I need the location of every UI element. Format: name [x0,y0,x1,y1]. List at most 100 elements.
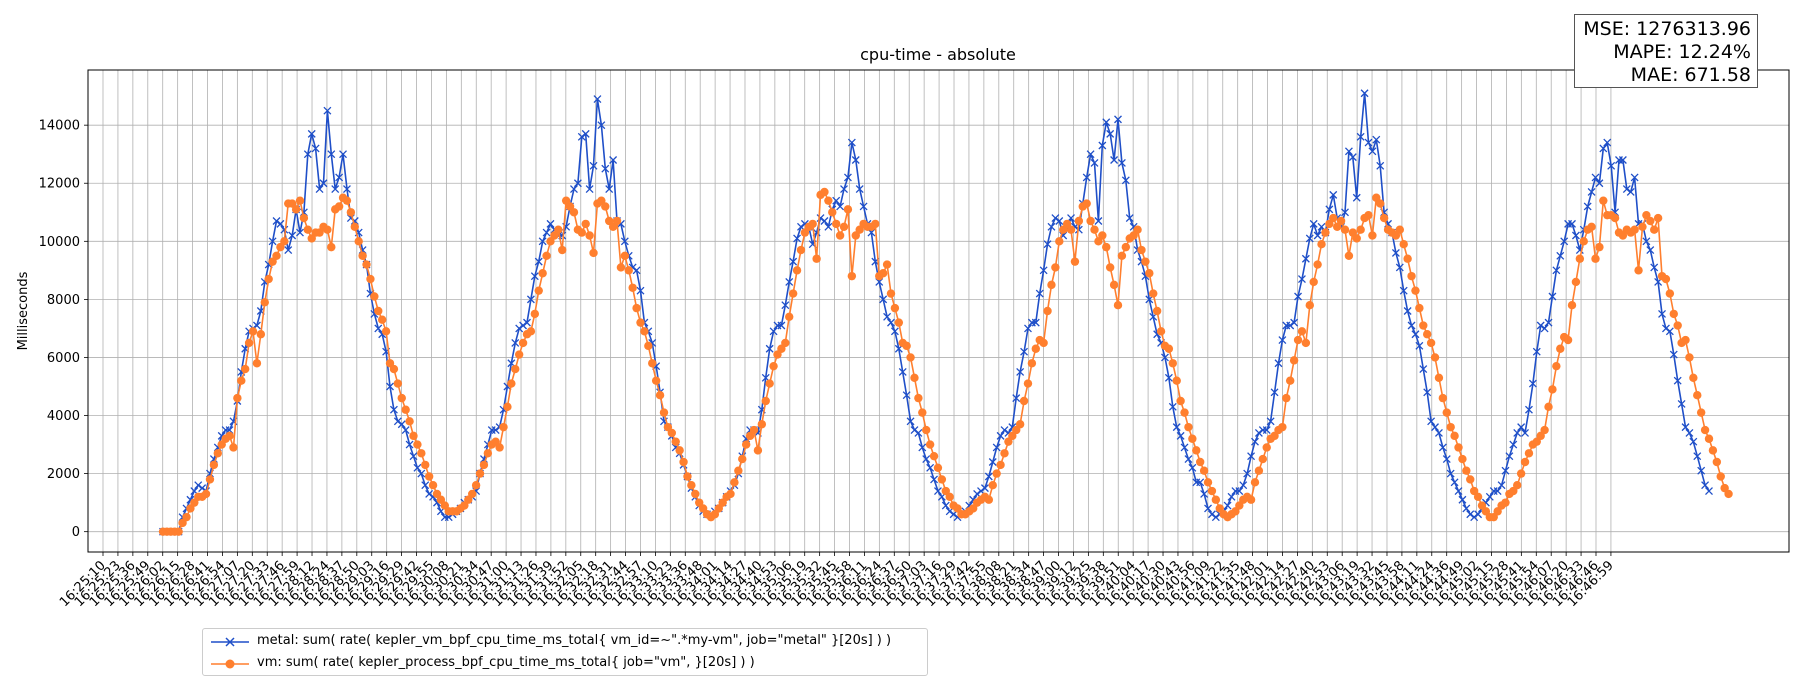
data-point [1544,318,1553,327]
data-point [683,472,692,481]
data-point [824,196,833,205]
data-point [1556,251,1565,260]
data-point [397,393,406,403]
data-point [1575,254,1585,263]
data-point [1395,263,1404,272]
data-point [1031,318,1040,327]
data-point [327,242,336,252]
data-point [1098,141,1107,150]
data-point [914,393,923,403]
data-point [1168,402,1177,411]
data-point [1082,199,1091,208]
data-point [1336,216,1346,226]
data-point [1646,216,1655,226]
data-point [1446,469,1455,478]
data-point [534,257,543,266]
data-point [409,431,418,441]
data-point [1697,466,1706,475]
data-point [374,324,383,333]
data-point [1474,510,1483,519]
data-point [1360,89,1369,98]
y-tick-label: 8000 [47,293,80,308]
data-point [1141,257,1150,266]
data-point [237,376,246,385]
data-point [777,321,786,330]
mape-value: MAPE: 12.24% [1613,41,1751,63]
data-point [174,527,183,536]
data-point [335,173,344,182]
legend-label-metal: metal: sum( rate( kepler_vm_bpf_cpu_time… [257,633,892,648]
data-point [538,237,547,246]
data-point [182,512,191,522]
data-point [675,446,684,455]
data-point [847,138,856,147]
data-point [1121,242,1131,252]
data-point [1090,158,1099,167]
data-point [296,228,304,237]
data-point [781,338,790,348]
data-point [1473,492,1483,502]
data-point [620,251,630,261]
data-point [209,460,219,470]
data-point [1180,408,1189,417]
data-point [1012,394,1021,403]
data-point [1626,187,1635,196]
data-point [996,460,1005,470]
data-point [914,428,923,437]
data-point [769,361,778,371]
data-point [1689,373,1698,382]
data-point [1290,318,1299,327]
y-tick-label: 4000 [47,409,80,424]
data-point [1105,263,1115,272]
data-point [1188,463,1197,472]
data-point [519,321,528,330]
data-point [597,121,606,130]
data-point [1043,240,1052,249]
data-point [1321,228,1330,237]
data-point [741,440,751,449]
data-point [1540,425,1549,435]
data-point [644,341,653,351]
data-point [918,408,927,417]
data-point [1591,173,1600,182]
data-point [307,129,316,138]
data-point [1344,147,1353,156]
data-point [1348,153,1357,162]
data-point [233,393,242,403]
data-point [1313,231,1322,240]
data-point [1313,260,1322,269]
data-point [1113,300,1123,310]
data-point [1109,280,1119,290]
data-point [1485,492,1494,501]
data-point [530,272,539,281]
data-point [276,219,285,228]
data-point [1051,214,1060,223]
data-point [381,327,391,336]
data-point [268,237,277,246]
data-point [1176,396,1185,406]
data-point [1634,266,1643,275]
data-point [495,443,504,452]
data-point [1211,513,1220,522]
data-point [1399,286,1408,295]
data-point [503,402,512,412]
chart-title: cpu-time - absolute [860,45,1016,64]
data-point [1681,423,1690,432]
data-point [937,475,947,484]
data-point [1411,330,1420,339]
data-point [945,492,954,502]
data-point [1325,205,1334,214]
data-point [1591,254,1600,263]
data-point [1211,495,1221,504]
data-point [546,219,555,228]
data-point [1630,225,1639,234]
data-point [1501,466,1510,475]
data-point [1247,452,1256,461]
data-point [1286,376,1295,385]
data-point [1121,176,1130,185]
data-point [620,237,629,246]
data-point [1074,216,1084,226]
data-point [393,417,402,426]
data-point [612,216,622,226]
